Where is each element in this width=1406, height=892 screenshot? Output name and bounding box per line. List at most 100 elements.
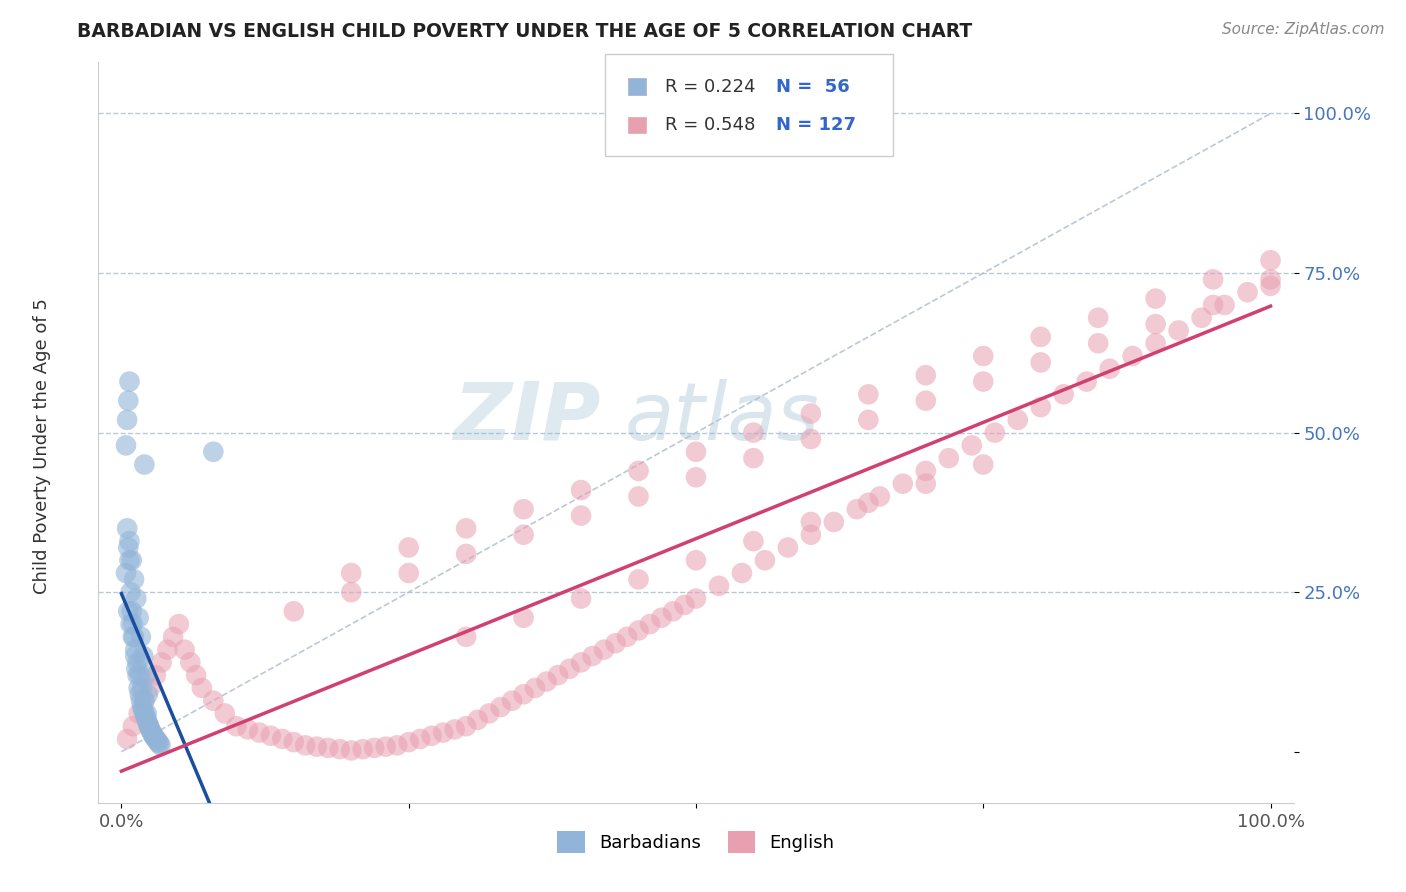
- Text: R = 0.548: R = 0.548: [665, 116, 755, 134]
- Point: [1202, 298, 1225, 312]
- Point: [118, 553, 141, 567]
- Text: R = 0.224: R = 0.224: [665, 78, 755, 95]
- Point: [581, 648, 603, 663]
- Point: [260, 729, 283, 743]
- Point: [1236, 285, 1258, 300]
- Point: [662, 604, 685, 618]
- Point: [202, 694, 225, 708]
- Point: [707, 579, 730, 593]
- Point: [247, 725, 270, 739]
- Point: [1144, 336, 1167, 351]
- Point: [352, 742, 374, 756]
- Point: [122, 617, 145, 632]
- Point: [512, 611, 534, 625]
- Point: [138, 719, 160, 733]
- Point: [1087, 336, 1109, 351]
- Point: [1167, 324, 1189, 338]
- Point: [685, 470, 707, 484]
- Point: [616, 630, 638, 644]
- Point: [456, 547, 478, 561]
- Point: [1029, 330, 1052, 344]
- Point: [129, 694, 152, 708]
- Point: [316, 740, 339, 755]
- Text: atlas: atlas: [624, 379, 820, 457]
- Point: [627, 464, 650, 478]
- Point: [142, 729, 165, 743]
- Point: [128, 681, 150, 695]
- Point: [236, 723, 259, 737]
- Point: [148, 735, 170, 749]
- Point: [329, 742, 352, 756]
- Point: [139, 723, 162, 737]
- Point: [122, 630, 145, 644]
- Point: [118, 534, 141, 549]
- Text: Source: ZipAtlas.com: Source: ZipAtlas.com: [1222, 22, 1385, 37]
- Point: [569, 656, 592, 670]
- Point: [115, 438, 138, 452]
- Point: [148, 736, 170, 750]
- Point: [685, 553, 707, 567]
- Point: [432, 725, 454, 739]
- Point: [1122, 349, 1144, 363]
- Point: [1202, 272, 1225, 286]
- Text: Child Poverty Under the Age of 5: Child Poverty Under the Age of 5: [34, 298, 51, 594]
- Point: [456, 630, 478, 644]
- Point: [132, 648, 155, 663]
- Point: [138, 719, 160, 733]
- Point: [127, 668, 149, 682]
- Point: [1144, 292, 1167, 306]
- Point: [131, 700, 153, 714]
- Point: [120, 585, 142, 599]
- Text: ZIP: ZIP: [453, 379, 600, 457]
- Point: [891, 476, 914, 491]
- Point: [124, 648, 146, 663]
- Point: [167, 617, 190, 632]
- Point: [225, 719, 247, 733]
- Point: [1260, 253, 1282, 268]
- Point: [122, 573, 145, 587]
- Point: [742, 534, 765, 549]
- Point: [1029, 355, 1052, 369]
- Point: [984, 425, 1007, 440]
- Text: N =  56: N = 56: [776, 78, 849, 95]
- Point: [184, 668, 207, 682]
- Point: [467, 713, 489, 727]
- Point: [139, 681, 162, 695]
- Point: [132, 703, 155, 717]
- Point: [858, 413, 880, 427]
- Point: [800, 527, 823, 541]
- Point: [456, 521, 478, 535]
- Point: [1076, 375, 1098, 389]
- Point: [340, 566, 363, 580]
- Point: [115, 413, 138, 427]
- Point: [363, 740, 385, 755]
- Point: [141, 724, 163, 739]
- Point: [742, 425, 765, 440]
- Point: [149, 739, 172, 753]
- Point: [179, 656, 201, 670]
- Point: [638, 617, 661, 632]
- Point: [136, 687, 159, 701]
- Point: [1260, 272, 1282, 286]
- Point: [117, 604, 139, 618]
- Point: [134, 694, 156, 708]
- Point: [972, 375, 994, 389]
- Point: [558, 662, 581, 676]
- Text: BARBADIAN VS ENGLISH CHILD POVERTY UNDER THE AGE OF 5 CORRELATION CHART: BARBADIAN VS ENGLISH CHILD POVERTY UNDER…: [77, 22, 973, 41]
- Point: [115, 731, 138, 746]
- Point: [135, 709, 157, 723]
- Point: [489, 700, 512, 714]
- Point: [972, 349, 994, 363]
- Point: [914, 393, 936, 408]
- Point: [512, 527, 534, 541]
- Point: [673, 598, 696, 612]
- Point: [128, 668, 150, 682]
- Point: [1260, 278, 1282, 293]
- Point: [128, 687, 150, 701]
- Point: [143, 731, 166, 745]
- Point: [512, 687, 534, 701]
- Point: [409, 731, 432, 746]
- Point: [605, 636, 627, 650]
- Point: [914, 464, 936, 478]
- Point: [117, 541, 139, 555]
